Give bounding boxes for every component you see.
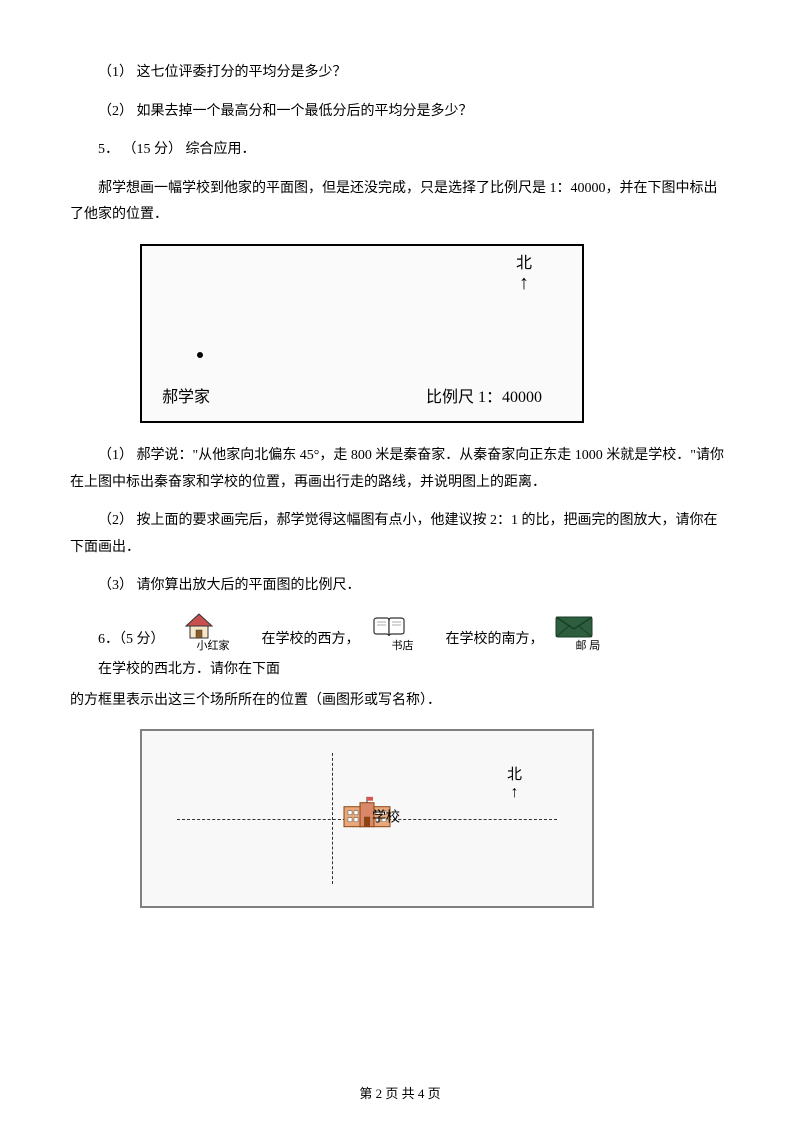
scale-label: 比例尺 1：40000 [426, 383, 542, 413]
house-icon-block: 小红家 [169, 612, 230, 653]
question-part-2: （2） 如果去掉一个最高分和一个最低分后的平均分是多少？ [70, 99, 730, 126]
q6-t3: 在学校的西北方．请你在下面 [70, 657, 280, 684]
q5-header: 5． （15 分） 综合应用． [70, 137, 730, 164]
book-label: 书店 [364, 640, 414, 653]
q6-line2: 的方框里表示出这三个场所所在的位置（画图形或写名称）． [70, 688, 730, 715]
mail-icon-block: 邮 局 [548, 614, 601, 653]
q6-line1: 6．（5 分） 小红家 在学校的西方， 书店 在学校的南方， 邮 局 在学校的西… [70, 612, 730, 684]
book-icon-block: 书店 [364, 616, 414, 653]
q6-map-diagram: 北 ↑ 学校 [140, 729, 594, 908]
mail-label: 邮 局 [548, 640, 601, 653]
house-label: 小红家 [169, 640, 230, 653]
home-dot-icon [197, 352, 203, 358]
q5-map-diagram: 北 ↑ 郝学家 比例尺 1：40000 [140, 244, 584, 423]
q5-sub2: （2） 按上面的要求画完后，郝学觉得这幅图有点小，他建议按 2：1 的比，把画完… [70, 508, 730, 561]
north-marker-2: 北 ↑ [507, 766, 522, 802]
north-label-2: 北 [507, 767, 522, 783]
question-part-1: （1） 这七位评委打分的平均分是多少？ [70, 60, 730, 87]
north-marker: 北 ↑ [516, 254, 532, 294]
q5-sub1: （1） 郝学说："从他家向北偏东 45°，走 800 米是秦奋家．从秦奋家向正东… [70, 443, 730, 496]
q6-prefix: 6．（5 分） [70, 627, 165, 654]
school-label: 学校 [372, 806, 400, 833]
north-label: 北 [516, 255, 532, 272]
vertical-dashed-line [332, 753, 333, 884]
book-icon [372, 616, 406, 640]
page-footer: 第 2 页 共 4 页 [0, 1082, 800, 1107]
north-arrow-icon: ↑ [519, 273, 529, 293]
q6-t2: 在学校的南方， [418, 627, 544, 654]
q5-intro: 郝学想画一幅学校到他家的平面图，但是还没完成，只是选择了比例尺是 1：40000… [70, 176, 730, 229]
q5-sub3: （3） 请你算出放大后的平面图的比例尺． [70, 573, 730, 600]
mail-icon [554, 614, 594, 640]
haoxue-home-marker: 郝学家 [162, 352, 210, 413]
house-icon [182, 612, 216, 640]
north-arrow-icon-2: ↑ [510, 785, 518, 801]
home-label: 郝学家 [162, 389, 210, 406]
q6-t1: 在学校的西方， [234, 627, 360, 654]
